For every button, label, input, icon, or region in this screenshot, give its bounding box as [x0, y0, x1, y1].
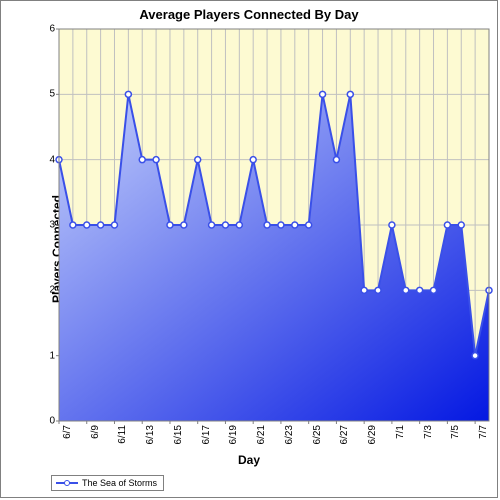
- x-tick-label: 7/3: [423, 425, 434, 439]
- x-tick-label: 6/21: [256, 425, 267, 444]
- y-tick-label: 1: [49, 350, 55, 361]
- legend-swatch: [56, 479, 78, 487]
- area-chart-svg: [59, 29, 489, 421]
- x-tick-label: 6/11: [117, 425, 128, 444]
- x-tick-label: 6/13: [145, 425, 156, 444]
- x-tick-label: 6/17: [201, 425, 212, 444]
- y-tick-label: 0: [49, 416, 55, 427]
- chart-container: Average Players Connected By Day Players…: [0, 0, 498, 498]
- x-tick-label: 7/1: [395, 425, 406, 439]
- x-tick-label: 6/23: [284, 425, 295, 444]
- y-tick-label: 3: [49, 220, 55, 231]
- x-tick-label: 6/9: [90, 425, 101, 439]
- y-tick-label: 2: [49, 285, 55, 296]
- y-tick-label: 4: [49, 154, 55, 165]
- x-tick-label: 6/25: [312, 425, 323, 444]
- x-tick-label: 6/15: [173, 425, 184, 444]
- x-tick-label: 7/5: [450, 425, 461, 439]
- x-axis-label: Day: [1, 453, 497, 467]
- legend: The Sea of Storms: [51, 475, 164, 491]
- x-tick-label: 7/7: [478, 425, 489, 439]
- x-tick-label: 6/29: [367, 425, 378, 444]
- x-tick-label: 6/27: [339, 425, 350, 444]
- plot-area: 01234566/76/96/116/136/156/176/196/216/2…: [59, 29, 489, 421]
- chart-title: Average Players Connected By Day: [1, 7, 497, 22]
- legend-label: The Sea of Storms: [82, 478, 157, 488]
- y-tick-label: 6: [49, 24, 55, 35]
- x-tick-label: 6/19: [228, 425, 239, 444]
- y-tick-label: 5: [49, 89, 55, 100]
- x-tick-label: 6/7: [62, 425, 73, 439]
